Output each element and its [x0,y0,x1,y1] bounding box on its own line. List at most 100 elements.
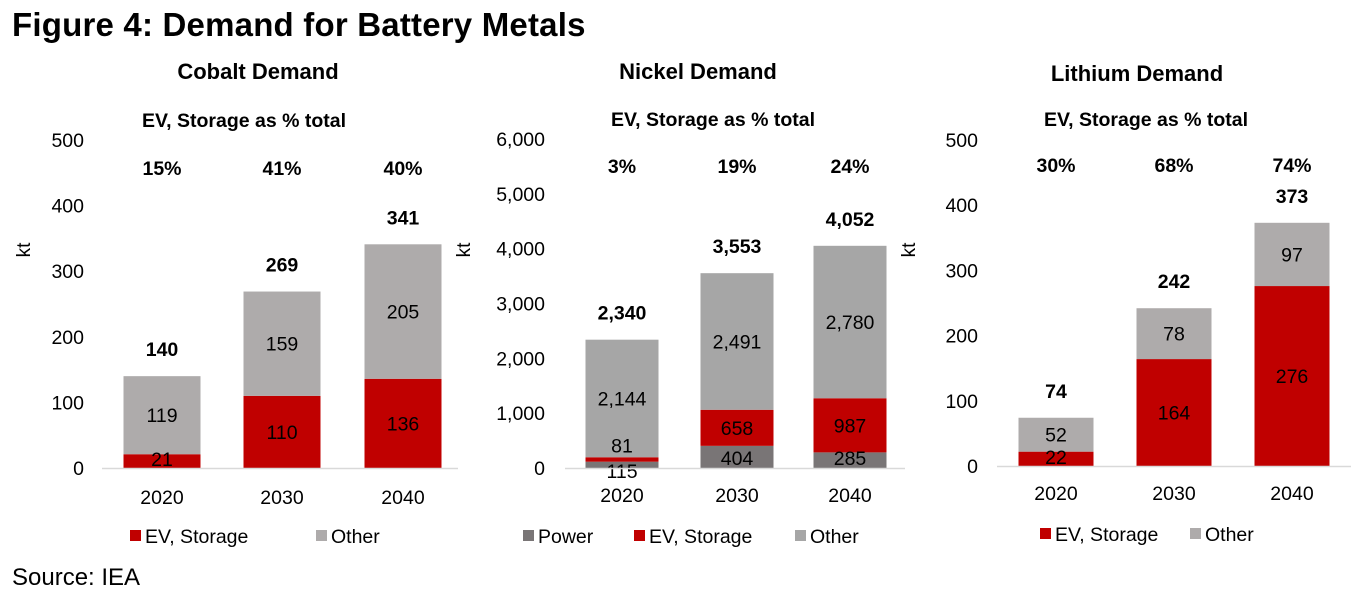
nickel-segment-label: 404 [721,448,754,470]
lithium-bar-ev-storage-2020 [1018,451,1094,466]
cobalt-bar-ev-storage-2030 [243,395,321,468]
cobalt-segment-label: 21 [151,449,173,471]
lithium-legend-swatch-ev-storage [1040,528,1051,539]
lithium-total-label: 74 [1045,381,1067,403]
nickel-legend-swatch-other [795,530,806,541]
cobalt-y-axis-label: kt [14,242,35,258]
nickel-segment-label: 658 [721,418,754,440]
nickel-total-label: 3,553 [713,236,762,258]
nickel-legend-swatch-power [523,530,534,541]
lithium-chart-title: Lithium Demand [1051,61,1223,86]
lithium-segment-label: 22 [1045,447,1067,469]
cobalt-bar-other-2020 [123,376,201,455]
nickel-segment-label: 81 [611,435,633,457]
lithium-total-label: 373 [1276,186,1309,208]
lithium-segment-label: 78 [1163,324,1185,346]
lithium-x-tick-label: 2040 [1270,483,1314,505]
lithium-legend-swatch-other [1190,528,1201,539]
cobalt-segment-label: 159 [266,334,299,356]
nickel-y-axis-label: kt [454,242,475,258]
nickel-pct-label: 19% [717,156,756,178]
cobalt-y-tick-label: 200 [51,327,84,349]
lithium-y-tick-label: 100 [945,391,978,413]
figure-title: Figure 4: Demand for Battery Metals [12,6,586,43]
nickel-segment-label: 987 [834,415,867,437]
nickel-pct-label: 24% [830,156,869,178]
cobalt-y-tick-label: 100 [51,392,84,414]
nickel-y-tick-label: 5,000 [496,184,545,206]
cobalt-segment-label: 136 [387,413,420,435]
lithium-bar-other-2030 [1136,308,1212,360]
lithium-bar-other-2040 [1254,222,1330,287]
nickel-y-tick-label: 1,000 [496,403,545,425]
lithium-bar-other-2020 [1018,417,1094,452]
nickel-segment-label: 2,780 [826,312,875,334]
lithium-x-tick-label: 2020 [1034,483,1078,505]
nickel-chart-subtitle: EV, Storage as % total [611,109,815,131]
lithium-total-label: 242 [1158,271,1191,293]
lithium-pct-label: 68% [1154,155,1193,177]
lithium-bar-ev-storage-2040 [1254,286,1330,466]
lithium-pct-label: 30% [1036,155,1075,177]
nickel-segment-label: 2,491 [713,331,762,353]
nickel-bar-ev-storage-2020 [585,457,659,462]
nickel-total-label: 4,052 [826,209,875,231]
nickel-bar-ev-storage-2040 [813,398,887,453]
nickel-chart-title: Nickel Demand [619,59,777,84]
cobalt-legend-swatch-ev-storage [130,530,141,541]
cobalt-chart-title: Cobalt Demand [177,59,338,84]
lithium-x-tick-label: 2030 [1152,483,1196,505]
cobalt-x-tick-label: 2040 [381,487,425,509]
cobalt-bar-other-2030 [243,291,321,396]
cobalt-pct-label: 41% [262,158,301,180]
nickel-bar-other-2030 [700,273,774,410]
nickel-bar-ev-storage-2030 [700,409,774,446]
source-note: Source: IEA [12,564,141,591]
nickel-x-tick-label: 2040 [828,485,872,507]
cobalt-segment-label: 110 [266,422,297,444]
lithium-y-tick-label: 200 [945,326,978,348]
lithium-y-tick-label: 300 [945,260,978,282]
nickel-bar-other-2040 [813,245,887,399]
nickel-y-tick-label: 2,000 [496,348,545,370]
nickel-legend-swatch-ev-storage [634,530,645,541]
lithium-segment-label: 97 [1281,244,1303,266]
cobalt-bar-ev-storage-2040 [364,378,442,468]
cobalt-total-label: 140 [146,339,179,361]
cobalt-y-tick-label: 400 [51,196,84,218]
nickel-legend-label: EV, Storage [649,526,752,548]
nickel-segment-label: 115 [606,461,637,483]
cobalt-segment-label: 205 [387,302,420,324]
nickel-legend-label: Other [810,526,859,548]
cobalt-bar-ev-storage-2020 [123,454,201,468]
nickel-bar-power-2040 [813,452,887,468]
nickel-bar-power-2030 [700,445,774,468]
nickel-legend-label: Power [538,526,594,548]
cobalt-segment-label: 119 [146,405,177,427]
lithium-y-tick-label: 0 [967,456,978,478]
cobalt-chart-subtitle: EV, Storage as % total [142,110,346,132]
cobalt-y-tick-label: 500 [51,130,84,152]
cobalt-y-tick-label: 0 [73,458,84,480]
lithium-segment-label: 164 [1158,403,1191,425]
cobalt-bar-other-2040 [364,244,442,379]
cobalt-total-label: 341 [387,207,420,229]
cobalt-x-tick-label: 2030 [260,487,304,509]
cobalt-x-tick-label: 2020 [140,487,184,509]
nickel-segment-label: 285 [834,448,867,470]
cobalt-pct-label: 40% [383,158,422,180]
nickel-y-tick-label: 0 [534,458,545,480]
nickel-segment-label: 2,144 [598,388,647,410]
lithium-pct-label: 74% [1272,155,1311,177]
cobalt-total-label: 269 [266,255,299,277]
lithium-legend-label: Other [1205,524,1254,546]
nickel-y-tick-label: 4,000 [496,239,545,261]
lithium-y-axis-label: kt [899,242,920,258]
lithium-legend-label: EV, Storage [1055,524,1158,546]
nickel-bar-other-2020 [585,339,659,458]
nickel-y-tick-label: 6,000 [496,129,545,151]
cobalt-legend-label: Other [331,526,380,548]
lithium-segment-label: 276 [1276,366,1309,388]
cobalt-pct-label: 15% [142,158,181,180]
